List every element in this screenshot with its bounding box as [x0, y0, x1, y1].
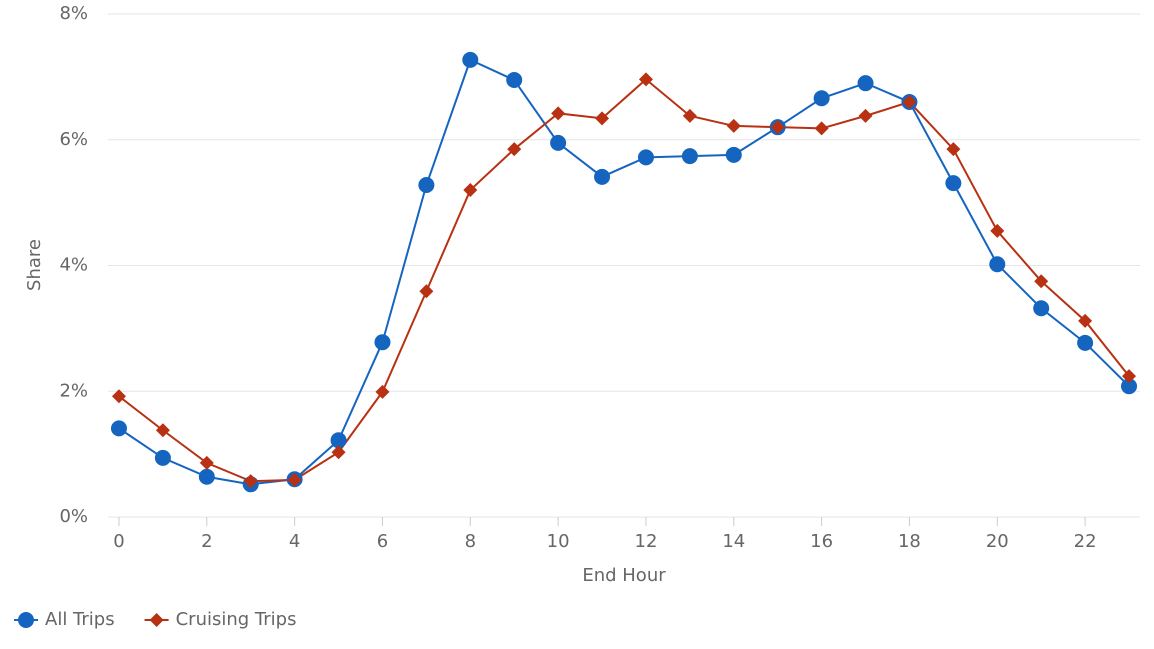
marker	[858, 108, 873, 123]
marker	[331, 445, 346, 460]
y-tick-label: 0%	[59, 506, 88, 527]
marker	[418, 177, 435, 194]
marker	[638, 72, 653, 87]
x-tick-label: 14	[722, 531, 745, 552]
marker	[506, 72, 523, 89]
y-tick-label: 6%	[59, 129, 88, 150]
marker	[419, 284, 434, 299]
marker	[199, 455, 214, 470]
marker	[155, 423, 170, 438]
marker	[1034, 274, 1049, 289]
marker	[681, 148, 698, 165]
x-tick-label: 10	[547, 531, 570, 552]
marker	[814, 121, 829, 136]
marker	[154, 449, 171, 466]
marker	[330, 432, 347, 449]
marker	[507, 142, 522, 157]
marker	[463, 183, 478, 198]
marker	[813, 90, 830, 107]
marker	[111, 389, 126, 404]
marker	[726, 118, 741, 133]
marker	[287, 472, 302, 487]
x-tick-label: 18	[898, 531, 921, 552]
marker	[945, 175, 962, 192]
marker	[1078, 313, 1093, 328]
marker	[1077, 334, 1094, 351]
x-tick-label: 0	[113, 531, 124, 552]
marker	[989, 256, 1006, 273]
x-tick-label: 20	[986, 531, 1009, 552]
x-tick-label: 4	[289, 531, 300, 552]
x-axis-label: End Hour	[582, 565, 666, 586]
marker	[198, 468, 215, 485]
marker	[110, 420, 127, 437]
x-tick-label: 12	[635, 531, 658, 552]
marker	[1122, 369, 1137, 384]
marker	[725, 146, 742, 163]
marker	[1033, 300, 1050, 317]
legend-marker	[18, 612, 34, 628]
marker	[595, 111, 610, 126]
x-tick-label: 8	[465, 531, 476, 552]
marker	[1121, 378, 1138, 395]
marker	[375, 384, 390, 399]
marker	[462, 51, 479, 68]
x-tick-label: 2	[201, 531, 212, 552]
y-tick-label: 8%	[59, 3, 88, 24]
marker	[594, 168, 611, 185]
marker	[243, 474, 258, 489]
marker	[990, 223, 1005, 238]
marker	[637, 149, 654, 166]
x-tick-label: 22	[1074, 531, 1097, 552]
legend-label: Cruising Trips	[176, 609, 297, 630]
y-tick-label: 4%	[59, 255, 88, 276]
marker	[902, 95, 917, 110]
marker	[551, 106, 566, 121]
y-tick-label: 2%	[59, 380, 88, 401]
marker	[550, 134, 567, 151]
legend-marker	[149, 613, 164, 627]
x-tick-label: 16	[810, 531, 833, 552]
x-tick-label: 6	[377, 531, 388, 552]
marker	[946, 142, 961, 157]
marker	[770, 120, 785, 135]
y-axis-label: Share	[24, 239, 45, 291]
legend-label: All Trips	[45, 609, 115, 630]
marker	[374, 334, 391, 351]
marker	[682, 108, 697, 123]
marker	[857, 75, 874, 92]
series-line	[118, 58, 1130, 486]
